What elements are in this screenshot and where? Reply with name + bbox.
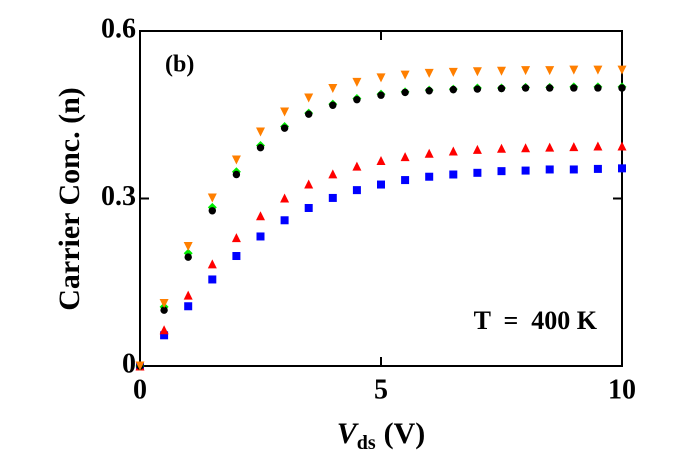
point	[618, 84, 626, 92]
point	[183, 242, 193, 252]
point	[593, 65, 603, 75]
point	[207, 259, 217, 269]
point	[304, 203, 313, 212]
point	[497, 66, 506, 76]
point	[184, 253, 192, 261]
point	[497, 84, 506, 93]
point	[280, 216, 289, 225]
point	[159, 325, 169, 335]
point	[256, 127, 265, 137]
point	[280, 107, 290, 117]
x-axis-label: Vds (V)	[337, 417, 426, 454]
point	[256, 143, 265, 152]
x-tick-label: 0	[133, 374, 147, 405]
point	[448, 67, 458, 77]
point	[569, 65, 579, 75]
point	[208, 275, 217, 284]
point	[377, 91, 385, 99]
point	[424, 68, 434, 78]
x-axis-symbol: V	[337, 417, 360, 450]
point	[473, 85, 482, 93]
point	[497, 143, 506, 153]
point	[425, 172, 434, 181]
point	[231, 233, 241, 243]
point	[159, 298, 169, 308]
point	[377, 180, 385, 189]
point	[376, 73, 386, 83]
point	[160, 306, 168, 314]
point	[328, 193, 337, 202]
point	[425, 87, 433, 95]
point	[521, 84, 530, 92]
point	[521, 166, 530, 175]
point	[618, 164, 626, 173]
point	[569, 142, 579, 152]
y-tick-label: 0.3	[101, 181, 136, 212]
point	[617, 65, 627, 75]
point	[546, 84, 554, 92]
y-axis-label: Carrier Conc. (n)	[53, 87, 86, 311]
point	[497, 167, 506, 176]
point	[305, 110, 313, 118]
x-tick-label: 5	[374, 374, 388, 405]
point	[545, 66, 555, 76]
point	[208, 207, 216, 215]
point	[304, 93, 314, 103]
point	[256, 211, 265, 221]
y-tick-label: 0.6	[101, 13, 136, 44]
x-tick-label: 10	[608, 374, 636, 405]
point	[183, 290, 193, 300]
point	[424, 148, 434, 158]
point	[472, 144, 482, 154]
point	[449, 85, 457, 94]
point	[135, 361, 145, 371]
point	[328, 169, 338, 179]
point	[449, 170, 458, 179]
point	[329, 101, 337, 109]
point	[401, 176, 410, 185]
x-axis-unit: (V)	[384, 417, 426, 450]
point	[280, 193, 290, 203]
temperature-label: T = 400 K	[474, 306, 598, 335]
point	[376, 156, 386, 166]
point	[472, 67, 482, 77]
point	[183, 248, 193, 258]
panel-label: (b)	[165, 52, 194, 78]
x-axis-subscript: ds	[357, 432, 376, 454]
point	[184, 302, 193, 311]
point	[352, 161, 362, 171]
point	[304, 179, 314, 189]
point	[401, 88, 409, 97]
point	[353, 95, 361, 104]
point	[448, 146, 458, 156]
point	[594, 84, 602, 92]
point	[545, 142, 555, 152]
point	[160, 331, 169, 340]
point	[280, 124, 289, 132]
point	[231, 155, 241, 165]
point	[617, 141, 627, 151]
point	[400, 70, 410, 80]
point	[593, 141, 603, 151]
point	[570, 84, 578, 92]
point	[328, 84, 338, 94]
point	[256, 232, 265, 241]
point	[207, 193, 217, 203]
point	[521, 66, 531, 76]
point	[400, 152, 410, 162]
point	[593, 164, 602, 173]
point	[473, 168, 482, 177]
point	[232, 252, 241, 261]
point	[232, 170, 241, 179]
point	[352, 77, 362, 87]
point	[569, 165, 578, 174]
y-tick-label: 0	[122, 348, 136, 379]
point	[521, 143, 531, 153]
point	[352, 186, 361, 195]
point	[545, 165, 554, 174]
